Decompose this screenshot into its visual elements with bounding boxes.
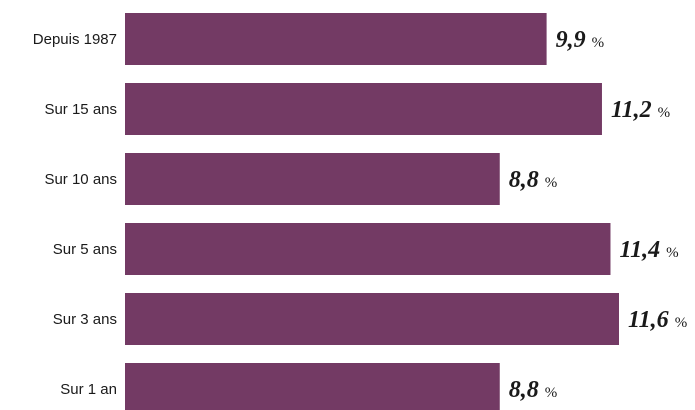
bar-row: Sur 10 ans 8,8% (44, 153, 557, 205)
category-label: Sur 15 ans (44, 101, 117, 118)
bar (125, 83, 602, 135)
bar (125, 363, 500, 410)
value-label: 11,2% (611, 97, 670, 123)
value-number: 11,4 (619, 237, 660, 263)
bar (125, 223, 611, 275)
category-label: Sur 1 an (60, 381, 117, 398)
value-number: 8,8 (509, 167, 539, 193)
value-label: 11,6% (628, 307, 687, 333)
value-unit: % (666, 245, 679, 261)
value-unit: % (592, 35, 605, 51)
value-label: 8,8% (509, 167, 558, 193)
value-number: 11,6 (628, 307, 669, 333)
value-number: 11,2 (611, 97, 652, 123)
value-unit: % (545, 175, 558, 191)
bar-row: Sur 5 ans 11,4% (53, 223, 679, 275)
bar (125, 153, 500, 205)
category-label: Sur 5 ans (53, 241, 117, 258)
value-unit: % (545, 385, 558, 401)
bar-row: Sur 15 ans 11,2% (44, 83, 670, 135)
value-unit: % (675, 315, 688, 331)
bar-row: Depuis 1987 9,9% (33, 13, 604, 65)
bar (125, 293, 619, 345)
value-label: 9,9% (556, 27, 605, 53)
value-unit: % (658, 105, 671, 121)
bar-row: Sur 1 an 8,8% (60, 363, 557, 410)
value-number: 9,9 (556, 27, 586, 53)
category-label: Sur 3 ans (53, 311, 117, 328)
category-label: Sur 10 ans (44, 171, 117, 188)
bar (125, 13, 547, 65)
bar-row: Sur 3 ans 11,6% (53, 293, 687, 345)
value-label: 11,4% (619, 237, 678, 263)
value-label: 8,8% (509, 377, 558, 403)
category-label: Depuis 1987 (33, 31, 117, 48)
bars-layer: Depuis 1987 9,9 %Sur 15 ans 11,2 %Sur 10 ans… (33, 13, 687, 410)
value-number: 8,8 (509, 377, 539, 403)
